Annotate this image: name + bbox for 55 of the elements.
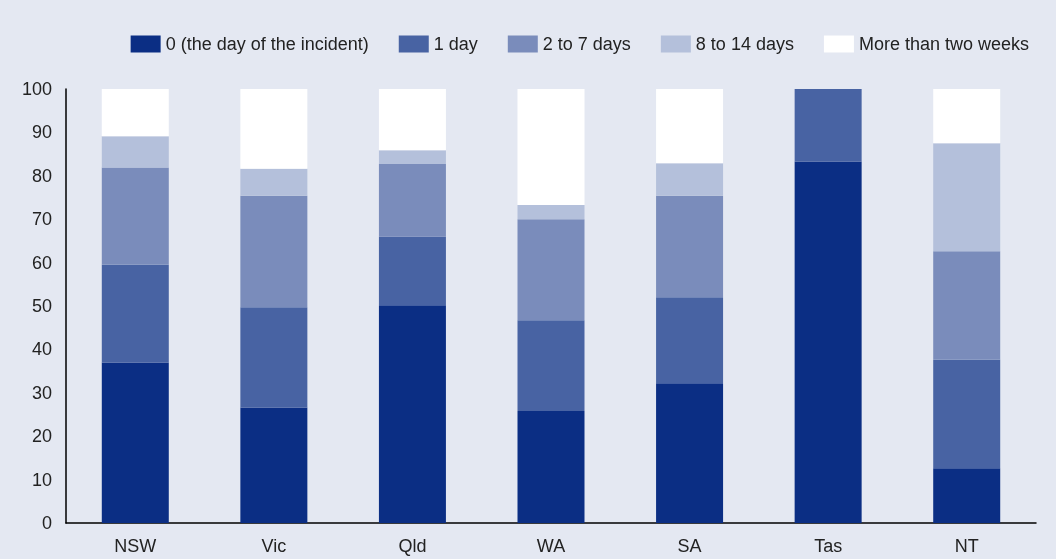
legend-label: 8 to 14 days	[695, 34, 794, 54]
bar	[517, 320, 585, 412]
y-tick-label: 0	[41, 513, 52, 533]
bar	[240, 195, 308, 308]
x-tick-label: Vic	[261, 536, 287, 556]
bar	[656, 383, 724, 523]
bar	[933, 468, 1001, 523]
y-tick-label: 50	[31, 296, 52, 316]
bar	[933, 359, 1001, 469]
x-tick-label: NSW	[114, 536, 157, 556]
bar	[517, 411, 585, 523]
bar	[101, 362, 169, 523]
bar	[101, 264, 169, 363]
bar	[240, 168, 308, 196]
bar	[656, 89, 724, 164]
bar	[240, 407, 308, 523]
y-tick-label: 40	[31, 339, 52, 360]
bar	[240, 89, 308, 169]
legend-label: 1 day	[433, 34, 478, 54]
legend-label: 0 (the day of the incident)	[165, 34, 369, 54]
bar	[378, 164, 446, 237]
x-tick-label: NT	[954, 536, 979, 556]
bar	[378, 150, 446, 165]
bar	[240, 307, 308, 408]
bar	[517, 89, 585, 205]
bar	[656, 297, 724, 384]
y-tick-label: 20	[31, 426, 52, 447]
bar	[517, 219, 585, 321]
bar	[378, 236, 446, 306]
bar	[794, 161, 862, 523]
bar	[378, 89, 446, 151]
legend-label: More than two weeks	[858, 34, 1029, 54]
bar	[933, 251, 1001, 360]
bar	[378, 305, 446, 523]
legend-label: 2 to 7 days	[542, 34, 631, 54]
bar	[656, 195, 724, 298]
x-tick-label: Tas	[814, 536, 843, 556]
y-tick-label: 30	[31, 382, 52, 403]
x-tick-label: SA	[677, 536, 702, 556]
x-tick-label: WA	[536, 536, 566, 556]
y-tick-label: 80	[31, 165, 52, 186]
y-tick-label: 90	[31, 122, 52, 143]
bar	[101, 136, 169, 168]
y-tick-label: 10	[31, 469, 52, 490]
y-tick-label: 60	[31, 252, 52, 273]
y-tick-label: 70	[31, 209, 52, 230]
bar	[794, 89, 862, 162]
y-tick-label: 100	[21, 79, 52, 99]
bar	[656, 163, 724, 196]
bar	[101, 167, 169, 265]
bar	[933, 89, 1001, 144]
bar	[517, 204, 585, 220]
x-tick-label: Qld	[398, 536, 427, 556]
bar	[933, 143, 1001, 252]
bar	[101, 89, 169, 137]
